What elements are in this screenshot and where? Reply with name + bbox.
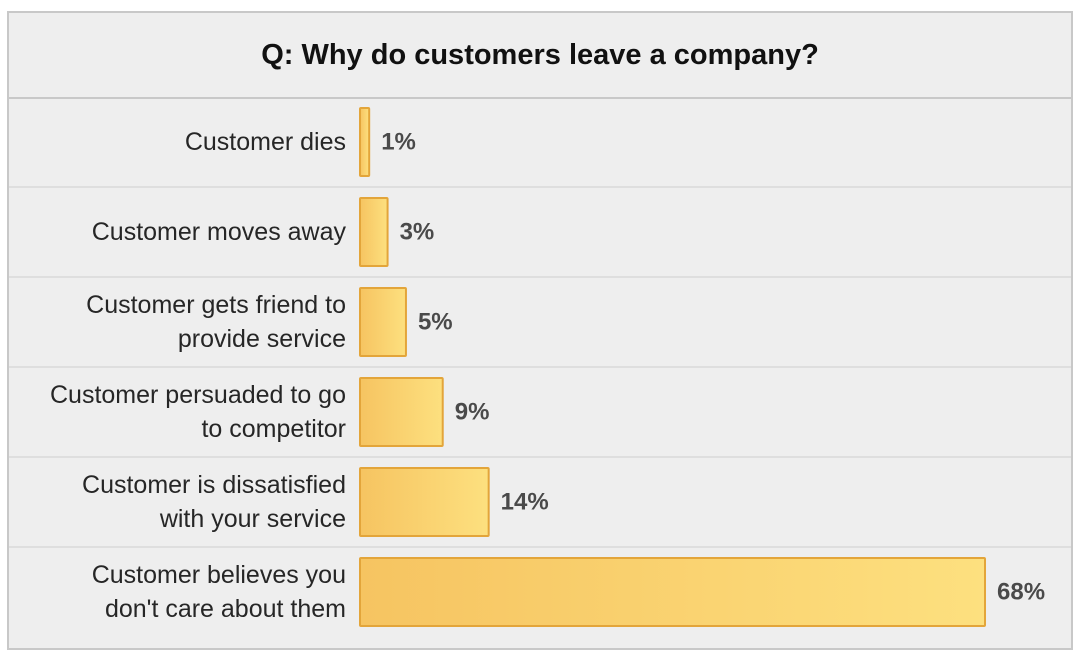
- bar: [359, 467, 490, 537]
- chart-title: Q: Why do customers leave a company?: [9, 13, 1071, 99]
- value-label: 14%: [501, 489, 549, 516]
- value-label: 5%: [418, 309, 453, 336]
- category-label: provide service: [178, 325, 346, 353]
- value-label: 68%: [997, 579, 1045, 606]
- value-label: 9%: [455, 399, 490, 426]
- bar: [359, 557, 986, 627]
- chart-frame: Q: Why do customers leave a company?: [7, 11, 1073, 650]
- bar: [359, 197, 389, 267]
- category-label: Customer is dissatisfied: [82, 471, 346, 499]
- category-label: Customer gets friend to: [86, 291, 346, 319]
- category-label: don't care about them: [105, 595, 346, 623]
- bar: [359, 377, 444, 447]
- category-label: to competitor: [201, 415, 346, 443]
- category-label: Customer believes you: [92, 561, 346, 589]
- category-label: Customer persuaded to go: [50, 381, 346, 409]
- category-label: Customer moves away: [92, 218, 347, 246]
- category-label: Customer dies: [185, 128, 346, 156]
- category-label: with your service: [159, 505, 346, 533]
- value-label: 1%: [381, 129, 416, 156]
- bar: [359, 107, 371, 177]
- bar: [359, 287, 407, 357]
- value-label: 3%: [400, 219, 435, 246]
